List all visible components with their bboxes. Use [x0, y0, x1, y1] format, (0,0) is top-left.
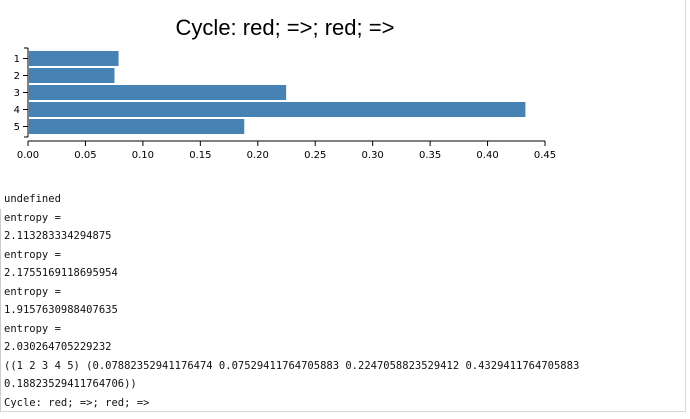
x-tick-label: 0.25	[304, 150, 326, 161]
console-line: entropy =	[0, 319, 684, 338]
x-tick-label: 0.30	[362, 150, 384, 161]
x-tick-label: 0.05	[74, 150, 96, 161]
x-tick-label: 0.15	[189, 150, 211, 161]
console-line: 2.1755169118695954	[0, 264, 684, 283]
console-line: ((1 2 3 4 5) (0.07882352941176474 0.0752…	[0, 356, 684, 375]
x-tick-label: 0.45	[534, 150, 556, 161]
y-tick-label: 4	[14, 105, 20, 116]
bar-3	[29, 85, 287, 100]
chart-title: Cycle: red; =>; red; =>	[175, 15, 395, 40]
x-tick-label: 0.20	[247, 150, 269, 161]
console-line: undefined	[4, 193, 61, 205]
bar-4	[29, 102, 526, 117]
y-tick-label: 5	[14, 122, 20, 133]
bar-chart: 1 2 3 4 5 0.00 0.05 0.10 0.15 0.20 0.25 0.30 0.35 0.4…	[14, 47, 556, 161]
y-tick-label: 2	[14, 71, 20, 82]
bar-2	[29, 68, 115, 83]
console-line: 0.18823529411764706))	[0, 375, 684, 394]
console-line: Cycle: red; =>; red; =>	[0, 393, 684, 412]
x-tick-label: 0.35	[419, 150, 441, 161]
console-output: undefined entropy = 2.113283334294875 entro…	[0, 190, 684, 412]
console-line: 2.113283334294875	[0, 227, 684, 246]
console-line: entropy =	[0, 245, 684, 264]
console-line: 2.030264705229232	[0, 338, 684, 357]
y-tick-label: 3	[14, 88, 20, 99]
console-line: entropy =	[0, 282, 684, 301]
console-line: entropy =	[0, 208, 684, 227]
x-tick-label: 0.40	[476, 150, 498, 161]
chart-container: Cycle: red; =>; red; => 1 2 3 4 5 0.00 0.05 0.1…	[0, 0, 690, 170]
console-line: 1.9157630988407635	[0, 301, 684, 320]
bar-1	[29, 51, 119, 66]
y-tick-label: 1	[14, 54, 20, 65]
x-tick-label: 0.10	[132, 150, 154, 161]
output-frame	[0, 0, 686, 412]
bar-5	[29, 119, 245, 134]
x-tick-label: 0.00	[17, 150, 39, 161]
